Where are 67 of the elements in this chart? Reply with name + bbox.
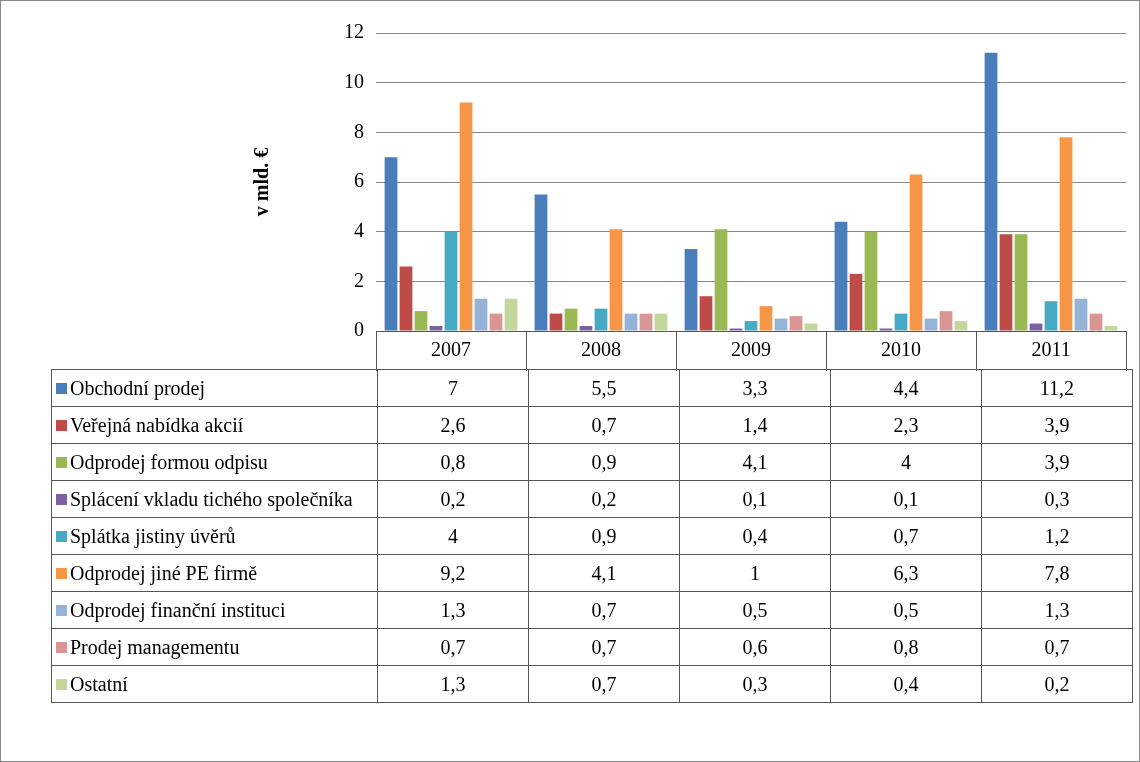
y-tick-label: 4 [354,218,364,241]
data-label: 4,1 [528,554,680,592]
data-label: 0,5 [830,591,982,629]
data-label: 4,4 [830,369,982,407]
data-label: 1,3 [377,665,529,703]
data-label: 3,9 [981,406,1133,444]
data-label: 4 [377,517,529,555]
x-tick-label: 2008 [581,338,621,361]
legend-label: Obchodní prodej [70,377,205,401]
data-label: 1 [679,554,831,592]
data-label: 0,5 [679,591,831,629]
data-label: 1,2 [981,517,1133,555]
data-label: 7,8 [981,554,1133,592]
y-axis-title: v mld. € [250,147,273,217]
legend-label: Splácení vkladu tichého společníka [70,488,353,512]
legend-label: Odprodej jiné PE firmě [70,562,258,586]
data-label: 0,3 [679,665,831,703]
data-label: 0,4 [679,517,831,555]
data-label: 0,2 [981,665,1133,703]
x-tick-label: 2007 [431,338,471,361]
data-label: 0,3 [981,480,1133,518]
data-label: 0,6 [679,628,831,666]
data-label: 0,7 [377,628,529,666]
legend-label: Splátka jistiny úvěrů [70,525,236,549]
data-label: 2,3 [830,406,982,444]
y-tick-label: 2 [354,268,364,291]
y-tick-label: 12 [344,20,364,43]
data-label: 0,7 [528,406,680,444]
legend-label: Ostatní [70,673,128,697]
data-label: 0,7 [830,517,982,555]
data-label: 5,5 [528,369,680,407]
legend-label: Odprodej formou odpisu [70,451,268,475]
data-label: 3,3 [679,369,831,407]
data-label: 0,2 [377,480,529,518]
x-tick-label: 2010 [881,338,921,361]
data-label: 11,2 [981,369,1133,407]
x-tick-label: 2011 [1031,338,1071,361]
data-label: 0,7 [981,628,1133,666]
data-label: 0,8 [830,628,982,666]
y-tick-label: 10 [344,69,364,92]
y-tick-label: 0 [354,318,364,341]
data-label: 0,7 [528,591,680,629]
y-tick-label: 8 [354,119,364,142]
data-label: 0,9 [528,517,680,555]
data-label: 0,8 [377,443,529,481]
data-label: 2,6 [377,406,529,444]
data-label: 1,4 [679,406,831,444]
data-label: 3,9 [981,443,1133,481]
data-label: 0,1 [679,480,831,518]
data-label: 6,3 [830,554,982,592]
data-label: 0,7 [528,628,680,666]
data-label: 1,3 [377,591,529,629]
data-label: 0,2 [528,480,680,518]
data-label: 0,1 [830,480,982,518]
x-tick-label: 2009 [731,338,771,361]
legend-label: Odprodej finanční instituci [70,599,286,623]
data-label: 0,7 [528,665,680,703]
data-label: 0,4 [830,665,982,703]
y-tick-label: 6 [354,169,364,192]
data-label: 4,1 [679,443,831,481]
legend-label: Veřejná nabídka akcií [70,414,244,438]
data-label: 9,2 [377,554,529,592]
data-label: 7 [377,369,529,407]
data-label: 4 [830,443,982,481]
data-label: 0,9 [528,443,680,481]
legend-label: Prodej managementu [70,636,240,660]
data-label: 1,3 [981,591,1133,629]
